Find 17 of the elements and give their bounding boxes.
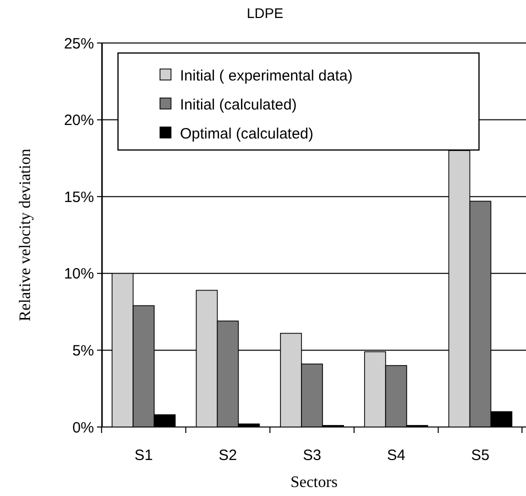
y-tick-label: 25% xyxy=(64,35,94,52)
x-axis-title: Sectors xyxy=(290,474,338,491)
y-tick-label: 5% xyxy=(72,342,94,360)
y-tick-label: 0% xyxy=(72,419,94,436)
y-axis-title: Relative velocity deviation xyxy=(17,148,34,322)
y-tick-label: 15% xyxy=(64,188,94,206)
legend-label: Optimal (calculated) xyxy=(180,125,314,142)
x-tick-label: S4 xyxy=(386,447,406,464)
legend-label: Initial (calculated) xyxy=(180,96,297,114)
x-tick-label: S2 xyxy=(218,447,238,464)
y-tick-label: 20% xyxy=(64,112,94,130)
y-tick-label: 10% xyxy=(64,266,94,283)
x-tick-label: S1 xyxy=(134,447,153,464)
chart-title: LDPE xyxy=(246,5,284,21)
legend-label: Initial ( experimental data) xyxy=(180,67,353,84)
x-tick-label: S3 xyxy=(302,447,322,464)
x-tick-label: S5 xyxy=(471,447,490,464)
